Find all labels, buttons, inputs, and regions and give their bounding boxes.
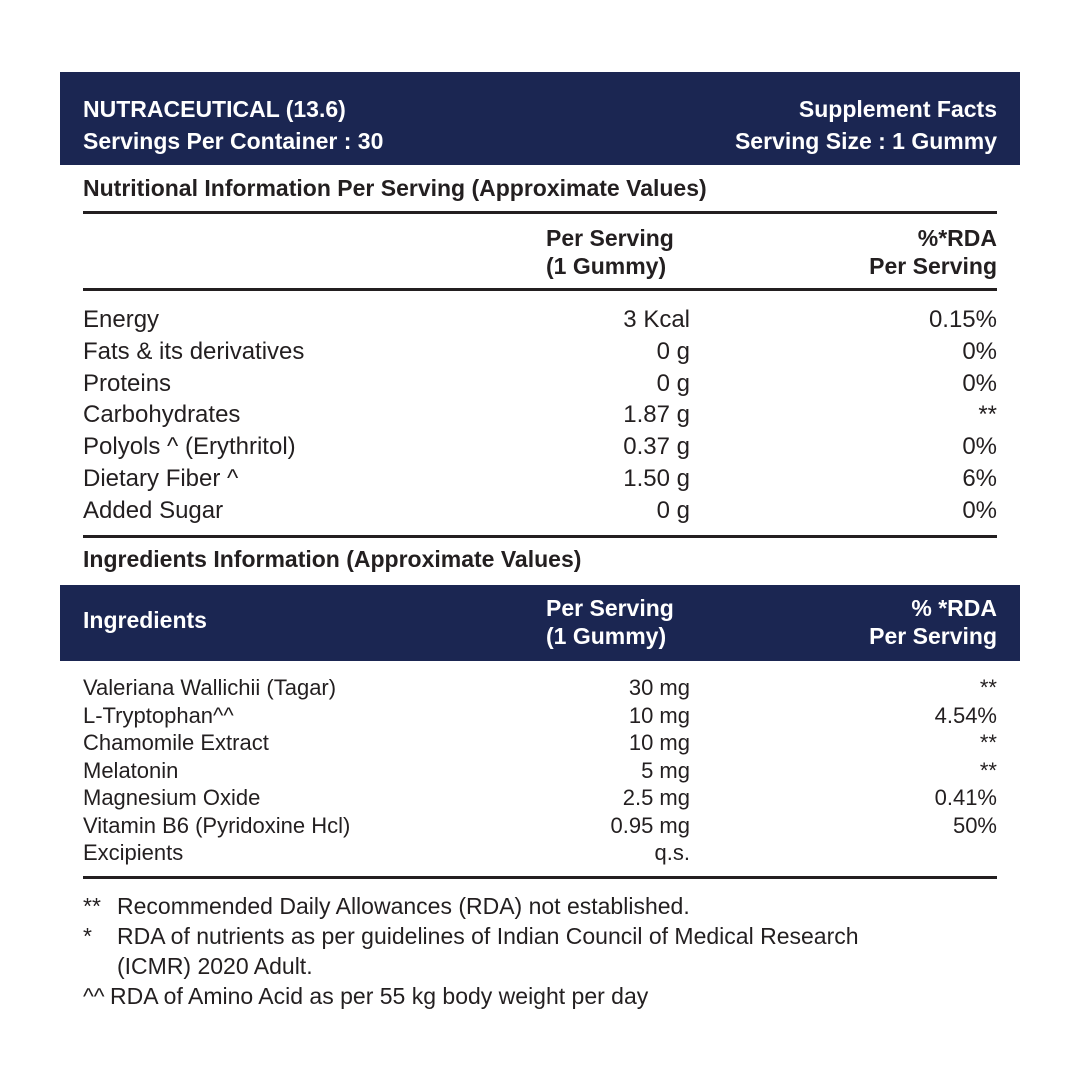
cell-rda: 4.54%: [934, 702, 997, 728]
ingredients-section-title: Ingredients Information (Approximate Val…: [83, 546, 582, 572]
cell-rda: **: [979, 730, 997, 755]
cell-name: Polyols ^ (Erythritol): [83, 433, 296, 461]
cell-amount: 30 mg: [628, 675, 690, 700]
ingredients-col-name: Ingredients: [83, 607, 207, 633]
cell-amount: 0 g: [656, 337, 690, 365]
cell-rda: 0%: [962, 369, 997, 397]
table-row: Proteins 0 g 0%: [83, 370, 997, 402]
table-row: Magnesium Oxide 2.5 mg 0.41%: [83, 785, 997, 813]
servings-per-container: Servings Per Container : 30: [83, 128, 384, 154]
table-row: Melatonin 5 mg **: [83, 758, 997, 786]
footnote-text: (ICMR) 2020 Adult.: [117, 953, 313, 979]
cell-rda: **: [979, 675, 997, 700]
footnote-mark: ^^: [83, 983, 105, 1009]
col-header-line: Per Serving: [869, 253, 997, 279]
cell-name: Valeriana Wallichii (Tagar): [83, 675, 337, 700]
col-header-line: % *RDA: [911, 595, 997, 621]
cell-name: Dietary Fiber ^: [83, 465, 239, 492]
cell-amount: q.s.: [654, 840, 690, 865]
divider: [83, 288, 997, 291]
cell-rda: **: [979, 757, 997, 783]
cell-name: Vitamin B6 (Pyridoxine Hcl): [83, 812, 351, 838]
cell-name: Added Sugar: [83, 496, 224, 524]
cell-amount: 10 mg: [628, 702, 690, 728]
divider: [83, 535, 997, 538]
nutrition-section-title: Nutritional Information Per Serving (App…: [83, 175, 707, 201]
col-header-line: (1 Gummy): [546, 623, 667, 649]
cell-amount: 0 g: [656, 369, 690, 397]
table-row: L-Tryptophan^^ 10 mg 4.54%: [83, 703, 997, 731]
cell-rda: 6%: [962, 465, 997, 492]
supplement-facts-title: Supplement Facts: [798, 96, 997, 122]
col-header-line: Per Serving: [546, 595, 674, 621]
table-row: Energy 3 Kcal 0.15%: [83, 306, 997, 338]
table-row: Valeriana Wallichii (Tagar) 30 mg **: [83, 675, 997, 703]
cell-amount: 10 mg: [628, 730, 690, 755]
cell-name: Chamomile Extract: [83, 730, 269, 755]
table-row: Dietary Fiber ^ 1.50 g 6%: [83, 465, 997, 497]
col-header-line: %*RDA: [917, 225, 997, 251]
cell-amount: 3 Kcal: [623, 306, 690, 333]
ingredients-col-rda: % *RDA Per Serving: [869, 594, 997, 650]
cell-amount: 0 g: [656, 496, 690, 524]
table-row: Added Sugar 0 g 0%: [83, 497, 997, 529]
table-row: Polyols ^ (Erythritol) 0.37 g 0%: [83, 433, 997, 465]
cell-rda: 0%: [962, 433, 997, 461]
cell-rda: **: [978, 401, 997, 429]
cell-name: Proteins: [83, 369, 172, 397]
cell-name: Magnesium Oxide: [83, 785, 261, 810]
footnote-text: RDA of nutrients as per guidelines of In…: [117, 923, 859, 949]
table-row: Chamomile Extract 10 mg **: [83, 730, 997, 758]
table-row: Excipients q.s.: [83, 840, 997, 868]
cell-amount: 2.5 mg: [622, 785, 690, 810]
cell-amount: 5 mg: [641, 757, 690, 783]
cell-amount: 0.95 mg: [610, 812, 691, 838]
cell-name: L-Tryptophan^^: [83, 702, 234, 728]
ingredients-header-band: Ingredients Per Serving (1 Gummy) % *RDA…: [60, 585, 1020, 661]
divider: [83, 876, 997, 879]
nutrition-col-per-serving: Per Serving (1 Gummy): [546, 224, 674, 280]
footnote-text: RDA of Amino Acid as per 55 kg body weig…: [110, 983, 649, 1009]
cell-name: Melatonin: [83, 757, 179, 783]
cell-name: Excipients: [83, 840, 184, 865]
header-band: NUTRACEUTICAL (13.6) Servings Per Contai…: [60, 72, 1020, 165]
table-row: Carbohydrates 1.87 g **: [83, 401, 997, 433]
table-row: Fats & its derivatives 0 g 0%: [83, 338, 997, 370]
product-name: NUTRACEUTICAL (13.6): [83, 96, 346, 122]
cell-amount: 1.50 g: [623, 465, 690, 492]
cell-amount: 1.87 g: [623, 401, 690, 429]
footnote-mark: *: [83, 923, 92, 949]
cell-name: Carbohydrates: [83, 401, 241, 429]
cell-rda: 0.15%: [928, 306, 997, 333]
col-header-line: (1 Gummy): [546, 253, 667, 279]
table-row: Vitamin B6 (Pyridoxine Hcl) 0.95 mg 50%: [83, 813, 997, 841]
footnote-text: Recommended Daily Allowances (RDA) not e…: [117, 893, 690, 919]
cell-name: Energy: [83, 306, 160, 333]
cell-rda: 0%: [962, 337, 997, 365]
cell-name: Fats & its derivatives: [83, 337, 305, 365]
cell-rda: 0.41%: [934, 785, 997, 810]
cell-rda: 0%: [962, 496, 997, 524]
serving-size: Serving Size : 1 Gummy: [734, 128, 997, 154]
cell-amount: 0.37 g: [623, 433, 690, 461]
col-header-line: Per Serving: [546, 225, 674, 251]
cell-rda: 50%: [952, 812, 997, 838]
nutrition-col-rda: %*RDA Per Serving: [869, 224, 997, 280]
ingredients-col-per-serving: Per Serving (1 Gummy): [546, 594, 674, 650]
divider: [83, 211, 997, 214]
col-header-line: Per Serving: [869, 623, 997, 649]
footnote-mark: **: [83, 893, 101, 919]
